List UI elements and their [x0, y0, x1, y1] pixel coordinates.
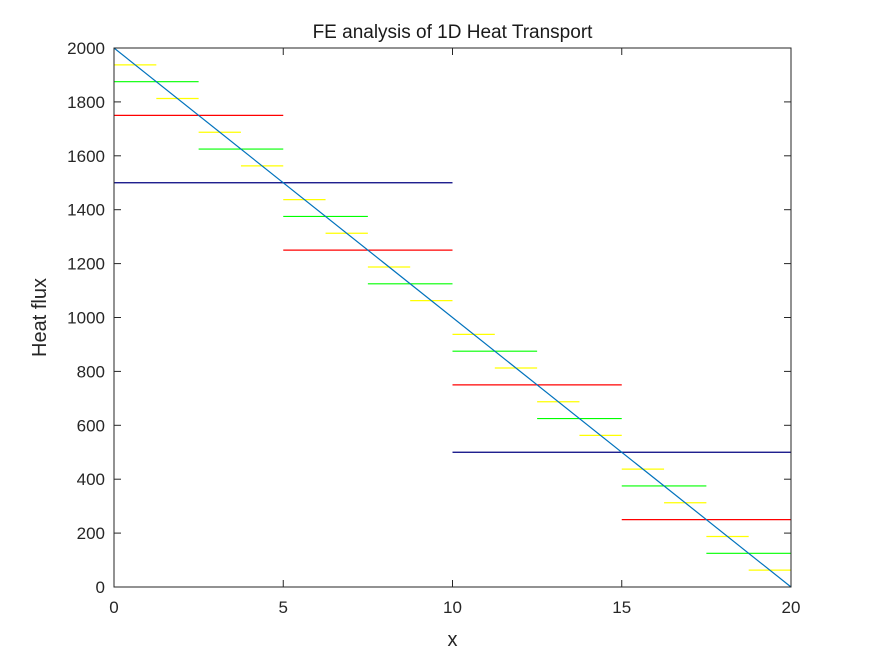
y-tick-label: 400 — [77, 470, 105, 489]
chart-title: FE analysis of 1D Heat Transport — [313, 22, 594, 43]
axes: 0 5 10 15 2002004006008001000120014001600180… — [67, 39, 800, 617]
x-tick-label: 0 — [109, 598, 118, 617]
y-tick-label: 1400 — [67, 201, 105, 220]
y-tick-label: 2000 — [67, 39, 105, 58]
y-tick-label: 1000 — [67, 309, 105, 328]
series-4-line — [113, 47, 792, 588]
y-tick-label: 1200 — [67, 255, 105, 274]
x-tick-label: 20 — [782, 598, 801, 617]
x-tick-label: 5 — [279, 598, 288, 617]
series-layer — [113, 47, 792, 588]
y-tick-label: 1600 — [67, 147, 105, 166]
x-tick-label: 10 — [443, 598, 462, 617]
x-tick-label: 15 — [612, 598, 631, 617]
y-tick-label: 200 — [77, 524, 105, 543]
y-tick-label: 600 — [77, 416, 105, 435]
y-axis-label: Heat flux — [29, 278, 51, 357]
x-axis-label: x — [448, 629, 458, 651]
y-tick-label: 0 — [96, 578, 105, 597]
y-tick-label: 1800 — [67, 93, 105, 112]
y-tick-label: 800 — [77, 362, 105, 381]
